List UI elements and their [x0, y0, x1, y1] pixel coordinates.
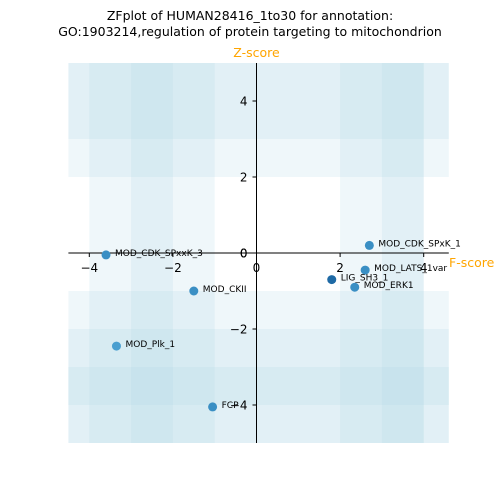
axes	[68, 63, 449, 443]
data-points: MOD_CDK_SPxK_1 MOD_CDK_SPxxK_3 MOD_LATS_1v…	[101, 239, 461, 412]
point-6	[111, 341, 121, 351]
y-axis-label: Z-score	[233, 45, 280, 60]
y-tick-label-2: 2	[240, 171, 248, 185]
x-tick-label--2: −2	[164, 261, 182, 275]
point-label-0: MOD_CDK_SPxK_1	[378, 239, 461, 249]
point-label-2: MOD_LATS_1var	[374, 264, 447, 274]
y-band-2	[68, 367, 449, 405]
y-band-4	[68, 63, 449, 139]
x-tick-label-2: 2	[336, 261, 344, 275]
x-tick-label--4: −4	[80, 261, 98, 275]
point-3	[327, 275, 337, 285]
chart-title-line1: ZFplot of HUMAN28416_1to30 for annotatio…	[106, 8, 394, 23]
point-label-6: MOD_Plk_1	[125, 340, 175, 350]
x-axis-label: F-score	[449, 255, 495, 270]
point-label-5: MOD_CKII	[203, 285, 247, 295]
point-label-3: LIG_SH3_1	[341, 274, 389, 284]
y-tick-label-0: 0	[240, 247, 248, 261]
y-tick-label--2: −2	[230, 323, 248, 337]
y-band-0	[68, 291, 449, 443]
point-7	[208, 402, 218, 412]
point-2	[360, 265, 370, 275]
point-label-4: MOD_ERK1	[364, 281, 414, 291]
point-5	[189, 286, 199, 296]
y-band-3	[68, 63, 449, 177]
x-tick-label-0: 0	[253, 261, 261, 275]
y-tick-label--4: −4	[230, 399, 248, 413]
chart-title-line2: GO:1903214,regulation of protein targeti…	[58, 24, 442, 39]
point-0	[364, 240, 374, 250]
point-4	[350, 282, 360, 292]
y-band-1	[68, 329, 449, 443]
point-label-1: MOD_CDK_SPxxK_3	[115, 249, 203, 259]
point-label-7: FCP	[222, 401, 239, 411]
chart-title: ZFplot of HUMAN28416_1to30 for annotatio…	[0, 8, 500, 40]
y-tick-label-0: 0	[240, 247, 248, 261]
y-tick-label-4: 4	[240, 95, 248, 109]
point-1	[101, 250, 111, 260]
x-tick-label-4: 4	[420, 261, 428, 275]
